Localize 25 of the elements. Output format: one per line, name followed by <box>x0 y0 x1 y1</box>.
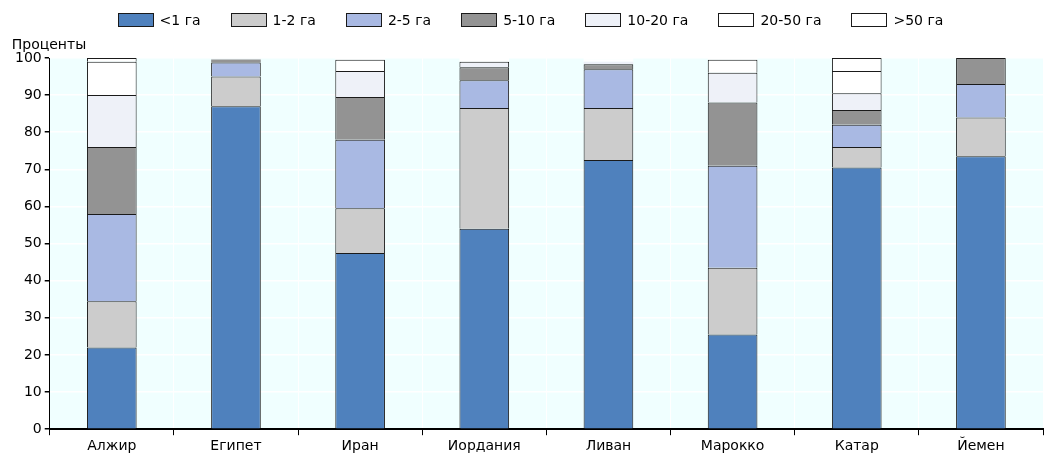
y-tick-label: 80 <box>23 122 42 139</box>
x-tick-label: Египет <box>210 437 262 454</box>
x-tick-label: Ливан <box>585 437 632 454</box>
x-tick-label: Алжир <box>87 437 137 454</box>
text: >50 га <box>893 12 944 28</box>
y-tick-label: 70 <box>23 160 42 176</box>
text: 10-20 га <box>627 12 689 28</box>
legend-label: 5-10 га <box>503 12 556 28</box>
x-tick-label: Иордания <box>447 437 521 454</box>
y-tick-label: 30 <box>23 308 42 325</box>
y-tick-label: 50 <box>23 234 42 251</box>
y-tick-label: 90 <box>23 85 42 102</box>
y-tick-label: 60 <box>23 197 42 214</box>
x-tick-label: Марокко <box>700 437 765 454</box>
text: 20-50 га <box>760 12 822 28</box>
x-tick-label: Катар <box>834 437 879 454</box>
legend-label: <1 га <box>159 12 201 28</box>
x-tick-label: Иран <box>341 437 379 454</box>
legend-label: 1-2 га <box>272 12 316 28</box>
y-tick-label: 40 <box>23 271 42 288</box>
legend-label: 2-5 га <box>387 12 432 28</box>
y-tick-label: 20 <box>23 345 42 362</box>
x-tick-label: Йемен <box>957 436 1005 454</box>
y-tick-label: 10 <box>23 382 42 399</box>
y-tick-label: 0 <box>32 419 42 436</box>
